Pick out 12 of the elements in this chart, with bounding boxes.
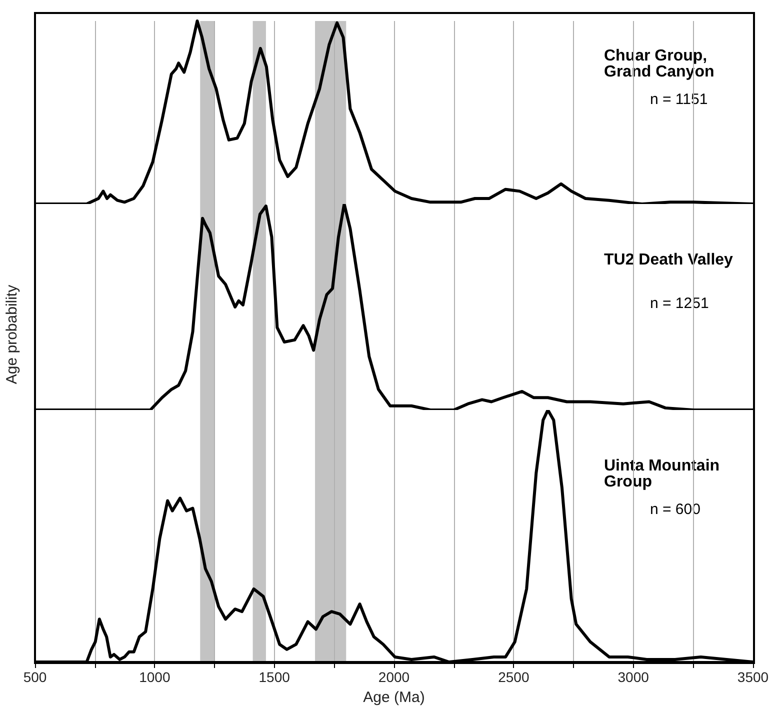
y-axis-title: Age probability [4, 284, 20, 386]
x-tick-label: 2000 [378, 669, 410, 685]
x-tick-label: 2500 [498, 669, 530, 685]
text: TU2 Death Valley [604, 252, 734, 268]
x-axis-title: Age (Ma) [363, 689, 425, 706]
x-tick-label: 3000 [618, 669, 650, 685]
text: Chuar Group, Grand Canyon [604, 48, 714, 80]
text: Uinta Mountain Group [604, 458, 724, 490]
x-tick-label: 500 [23, 669, 47, 685]
x-tick-label: 1500 [258, 669, 290, 685]
x-tick-label: 3500 [737, 669, 769, 685]
x-tick-label: 1000 [139, 669, 170, 685]
